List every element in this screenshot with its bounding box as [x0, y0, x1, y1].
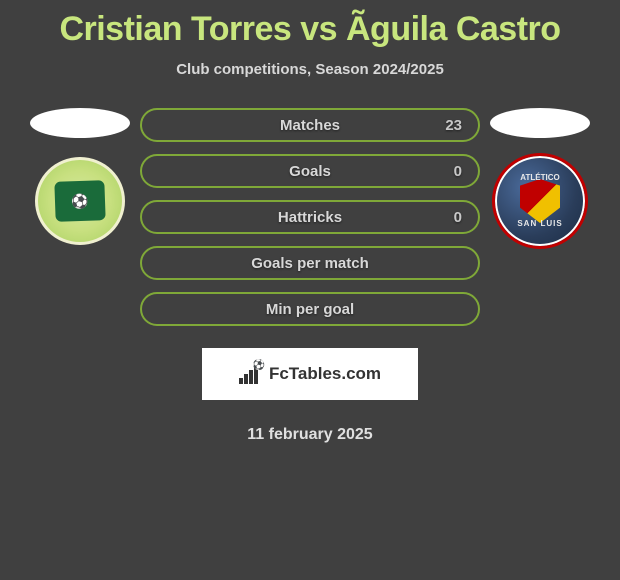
left-team-logo-wrap	[30, 156, 130, 246]
stat-row-min-per-goal: Min per goal	[140, 292, 480, 326]
stat-row-goals: Goals 0	[140, 154, 480, 188]
stat-value: 0	[454, 209, 462, 226]
stat-label: Goals	[289, 163, 331, 180]
stat-label: Goals per match	[251, 255, 369, 272]
main-area: Matches 23 Goals 0 Hattricks 0 Goals per…	[0, 108, 620, 444]
logo-text-top: ATLÉTICO	[505, 174, 575, 182]
brand-name: FcTables.com	[269, 364, 381, 384]
stat-label: Min per goal	[266, 301, 354, 318]
stat-value: 23	[445, 117, 462, 134]
right-player-col: ATLÉTICO SAN LUIS	[480, 108, 600, 246]
right-player-avatar-placeholder	[490, 108, 590, 138]
club-leon-logo	[35, 157, 125, 245]
soccer-ball-icon: ⚽	[252, 360, 264, 371]
page-title: Cristian Torres vs Ãguila Castro	[59, 10, 560, 49]
stats-column: Matches 23 Goals 0 Hattricks 0 Goals per…	[140, 108, 480, 444]
subtitle: Club competitions, Season 2024/2025	[176, 61, 444, 78]
date-text: 11 february 2025	[247, 426, 372, 444]
right-team-logo-wrap: ATLÉTICO SAN LUIS	[490, 156, 590, 246]
logo-text-bottom: SAN LUIS	[517, 219, 562, 228]
fctables-chart-icon: ⚽	[239, 364, 263, 384]
left-player-col	[20, 108, 140, 246]
stat-label: Matches	[280, 117, 340, 134]
stat-value: 0	[454, 163, 462, 180]
stat-label: Hattricks	[278, 209, 342, 226]
left-player-avatar-placeholder	[30, 108, 130, 138]
stat-row-goals-per-match: Goals per match	[140, 246, 480, 280]
comparison-card: Cristian Torres vs Ãguila Castro Club co…	[0, 0, 620, 454]
stat-row-matches: Matches 23	[140, 108, 480, 142]
brand-box[interactable]: ⚽ FcTables.com	[202, 348, 418, 400]
atletico-san-luis-logo: ATLÉTICO SAN LUIS	[492, 153, 588, 249]
stat-row-hattricks: Hattricks 0	[140, 200, 480, 234]
